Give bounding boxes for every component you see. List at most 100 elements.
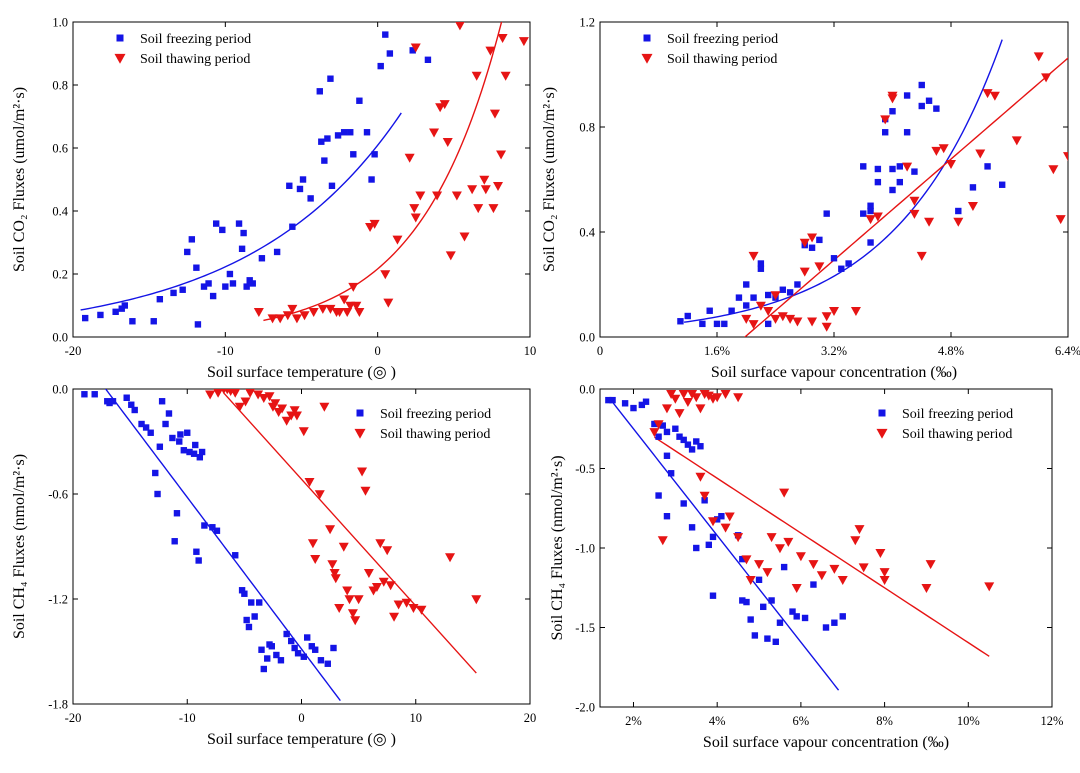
x-axis-title: Soil surface temperature (◎ )	[207, 731, 396, 748]
data-point-freezing	[860, 163, 867, 170]
data-point-thawing	[837, 576, 848, 586]
data-point-thawing	[330, 574, 341, 584]
data-point-thawing	[816, 571, 827, 581]
data-point-thawing	[770, 314, 781, 324]
data-point-freezing	[260, 665, 267, 673]
data-point-freezing	[743, 302, 750, 309]
data-point-freezing	[317, 657, 325, 664]
y-tick-label: 0.0	[579, 331, 595, 345]
data-point-freezing	[757, 260, 765, 267]
data-point-thawing	[1063, 152, 1068, 162]
y-axis-title: Soil CH₄ Fluxes (nmol/m²·s)	[549, 455, 566, 640]
data-point-thawing	[699, 491, 710, 501]
data-point-freezing	[286, 182, 293, 189]
data-point-thawing	[342, 586, 353, 596]
data-point-thawing	[795, 552, 806, 562]
data-point-thawing	[887, 94, 898, 104]
data-point-thawing	[821, 322, 832, 332]
x-tick-label: 0	[298, 711, 304, 725]
data-point-thawing	[733, 533, 744, 543]
data-point-freezing	[786, 289, 794, 296]
data-point-thawing	[924, 217, 935, 227]
data-point-freezing	[918, 81, 925, 89]
data-point-thawing	[327, 560, 338, 570]
data-point-thawing	[493, 182, 504, 192]
data-point-freezing	[764, 320, 772, 328]
x-tick-label: -10	[217, 344, 234, 358]
y-tick-label: -2.0	[575, 701, 595, 715]
data-point-freezing	[328, 182, 336, 189]
data-point-freezing	[368, 176, 375, 183]
x-axis-title: Soil surface vapour concentration (‰)	[711, 364, 957, 381]
data-point-freezing	[334, 132, 342, 139]
legend-marker-freezing	[116, 34, 124, 42]
data-point-freezing	[760, 603, 767, 611]
data-point-thawing	[471, 71, 482, 81]
data-points	[81, 389, 482, 673]
x-tick-label: 4%	[709, 714, 726, 728]
data-point-thawing	[415, 191, 426, 201]
data-point-thawing	[748, 320, 759, 330]
data-point-freezing	[755, 576, 763, 583]
data-point-thawing	[277, 404, 288, 414]
legend: Soil freezing period Soil thawing period	[876, 407, 1013, 442]
data-point-freezing	[318, 138, 325, 145]
data-point-thawing	[1033, 52, 1044, 62]
data-point-freezing	[173, 510, 181, 517]
data-point-thawing	[435, 103, 446, 113]
data-point-thawing	[872, 212, 883, 222]
data-point-freezing	[810, 581, 817, 588]
data-point-freezing	[241, 590, 248, 597]
data-point-thawing	[451, 191, 462, 201]
y-tick-label: 0.0	[579, 383, 595, 397]
data-point-thawing	[360, 486, 371, 496]
data-point-thawing	[674, 409, 685, 419]
data-point-freezing	[801, 614, 809, 622]
data-point-freezing	[743, 598, 750, 606]
data-point-thawing	[783, 537, 794, 547]
data-point-freezing	[705, 541, 713, 549]
data-point-thawing	[1041, 73, 1052, 83]
data-point-freezing	[874, 178, 882, 186]
x-tick-label: 1.6%	[704, 344, 730, 358]
panel-ch4-temperature: -20 -10 0 10 20 -1.8 -1.2 -0.6 0.0 Soil freezing…	[11, 383, 536, 749]
data-point-thawing	[317, 304, 328, 314]
data-point-thawing	[850, 536, 861, 546]
data-point-freezing	[97, 311, 104, 319]
data-point-freezing	[793, 613, 800, 620]
data-point-freezing	[751, 632, 759, 639]
data-point-freezing	[219, 226, 226, 234]
data-point-thawing	[253, 308, 264, 318]
data-point-thawing	[230, 389, 241, 398]
data-point-freezing	[768, 597, 775, 604]
data-point-thawing	[916, 251, 927, 261]
data-point-freezing	[780, 563, 788, 571]
data-point-thawing	[325, 525, 336, 535]
data-point-freezing	[918, 102, 925, 110]
data-point-thawing	[353, 595, 364, 605]
data-point-thawing	[455, 22, 465, 31]
data-point-freezing	[663, 513, 671, 520]
data-point-thawing	[748, 251, 759, 261]
data-point-thawing	[479, 175, 490, 185]
data-point-thawing	[432, 191, 443, 201]
data-point-freezing	[371, 151, 378, 158]
data-point-freezing	[277, 657, 285, 664]
data-point-thawing	[416, 605, 427, 615]
data-point-thawing	[445, 251, 456, 261]
data-point-freezing	[764, 635, 771, 642]
data-point-freezing	[177, 431, 184, 438]
data-point-freezing	[860, 210, 867, 217]
data-point-thawing	[909, 209, 920, 219]
data-point-freezing	[969, 184, 977, 191]
data-point-thawing	[429, 128, 440, 138]
data-point-thawing	[766, 533, 777, 543]
x-tick-label: 4.8%	[938, 344, 964, 358]
legend: Soil freezing period Soil thawing period	[114, 32, 251, 67]
data-point-freezing	[688, 446, 696, 453]
data-point-freezing	[889, 186, 896, 194]
data-point-thawing	[344, 595, 355, 605]
data-point-thawing	[879, 568, 890, 578]
data-point-freezing	[205, 280, 212, 287]
x-tick-label: 0	[597, 344, 603, 358]
